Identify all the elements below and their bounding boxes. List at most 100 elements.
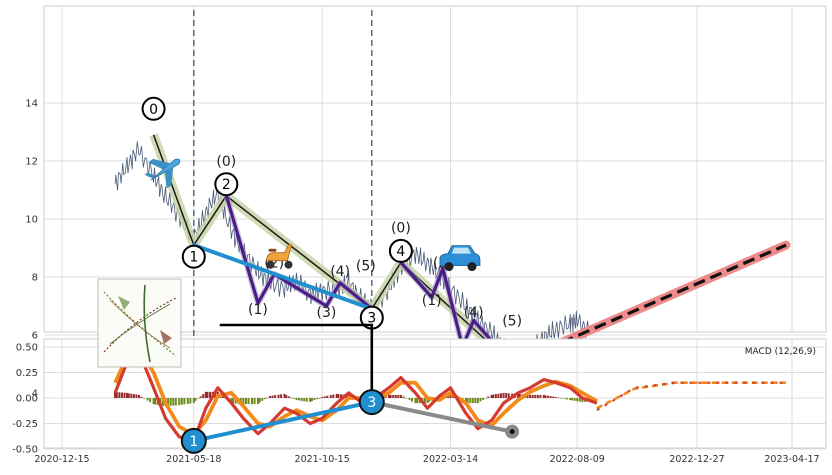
- scooter-seat: [268, 248, 277, 252]
- histogram-bar: [557, 397, 560, 399]
- histogram-bar: [490, 394, 493, 398]
- histogram-bar: [167, 398, 170, 406]
- histogram-bar: [303, 398, 306, 402]
- histogram-bar: [192, 398, 195, 404]
- histogram-bar: [287, 396, 290, 398]
- histogram-bar: [471, 398, 474, 404]
- car-icon: [439, 245, 481, 272]
- histogram-bar: [518, 394, 521, 398]
- histogram-bar: [544, 395, 547, 398]
- wave-label-circle: [388, 238, 413, 263]
- histogram-bar: [199, 396, 202, 398]
- histogram-bar: [505, 393, 508, 398]
- y-tick-label: 14: [25, 99, 38, 110]
- wave-label-text: (1): [422, 293, 442, 309]
- histogram-bar: [384, 395, 387, 398]
- inset-stem: [143, 284, 151, 363]
- histogram-bar: [479, 398, 482, 402]
- histogram-bar: [189, 398, 192, 404]
- histogram-bar: [316, 398, 319, 400]
- histogram-bar: [414, 398, 417, 404]
- histogram-bar: [549, 396, 552, 398]
- histogram-bar: [337, 394, 340, 398]
- y-tick-label: -0.25: [12, 419, 38, 430]
- histogram-bar: [531, 394, 534, 398]
- y-tick-label: 0.00: [16, 394, 38, 405]
- histogram-bar: [318, 398, 321, 399]
- histogram-bar: [234, 398, 237, 404]
- histogram-bar: [517, 393, 520, 398]
- histogram-bar: [497, 393, 500, 398]
- histogram-bar: [408, 398, 411, 400]
- inset-curve: [103, 291, 177, 357]
- histogram-bar: [149, 398, 152, 403]
- connector-line: [219, 323, 374, 393]
- histogram-bar: [280, 394, 283, 398]
- x-tick-label: 2021-10-15: [295, 454, 350, 465]
- x-tick-label: 2022-03-14: [423, 454, 478, 465]
- histogram-bar: [290, 397, 293, 399]
- x-tick-label: 2022-08-09: [550, 454, 605, 465]
- wave-label-text: (3): [317, 305, 337, 321]
- histogram-bar: [563, 398, 566, 399]
- car-wheel: [444, 262, 454, 272]
- histogram-bar: [474, 398, 477, 404]
- histogram-bar: [329, 395, 332, 398]
- histogram-bar: [502, 392, 505, 398]
- histogram-bar: [300, 398, 303, 401]
- histogram-bar: [399, 394, 402, 398]
- histogram-bar: [536, 394, 539, 398]
- wave-label-text: 0: [149, 102, 158, 118]
- histogram-bar: [394, 394, 397, 398]
- histogram-bar: [178, 398, 181, 406]
- airplane-icon: [144, 158, 181, 189]
- histogram-bar: [244, 398, 247, 405]
- histogram-bar: [389, 394, 392, 398]
- histogram-bar: [321, 396, 324, 398]
- histogram-bar: [326, 395, 329, 398]
- histogram-bar: [484, 398, 487, 399]
- histogram-bar: [114, 391, 117, 398]
- wave-label-text: (0): [391, 221, 411, 237]
- x-tick-label: 2020-12-15: [34, 454, 89, 465]
- histogram-bar: [534, 394, 537, 398]
- histogram-bar: [115, 392, 118, 398]
- scooter-wheel: [266, 260, 275, 269]
- histogram-bar: [118, 392, 121, 398]
- histogram-bar: [271, 395, 274, 398]
- histogram-bar: [247, 398, 250, 405]
- y-tick-label: 10: [25, 215, 38, 226]
- histogram-bar: [310, 398, 313, 402]
- histogram-bar: [339, 394, 342, 398]
- scooter-body: [266, 244, 293, 262]
- histogram-bar: [298, 398, 301, 401]
- histogram-bar: [464, 398, 467, 404]
- wave-label-circle: [214, 172, 239, 197]
- wave-label-text: (1): [248, 302, 268, 318]
- histogram-bar: [295, 398, 298, 401]
- histogram-bar: [309, 398, 312, 403]
- histogram-bar: [466, 398, 469, 404]
- inset-leaf: [118, 296, 130, 310]
- histogram-bar: [130, 393, 133, 398]
- histogram-bar: [138, 394, 141, 398]
- histogram-bar: [542, 394, 545, 398]
- y-tick-label: 12: [25, 157, 38, 168]
- histogram-bar: [392, 394, 395, 398]
- histogram-bar: [335, 393, 338, 398]
- histogram-bar: [402, 396, 405, 398]
- airplane-tail: [144, 172, 156, 179]
- grey-trend-end-dot: [509, 429, 515, 435]
- histogram-bar: [500, 393, 503, 398]
- histogram-bar: [174, 398, 177, 406]
- histogram-bar: [416, 398, 419, 404]
- plot-area: [43, 5, 827, 333]
- y-tick-label: 4: [32, 389, 38, 400]
- histogram-bar: [127, 393, 130, 398]
- histogram-bar: [277, 394, 280, 398]
- histogram-bar: [186, 398, 189, 404]
- histogram-bar: [332, 394, 335, 398]
- scooter-wheel: [284, 260, 293, 269]
- histogram-bar: [135, 394, 138, 398]
- histogram-bar: [482, 398, 485, 400]
